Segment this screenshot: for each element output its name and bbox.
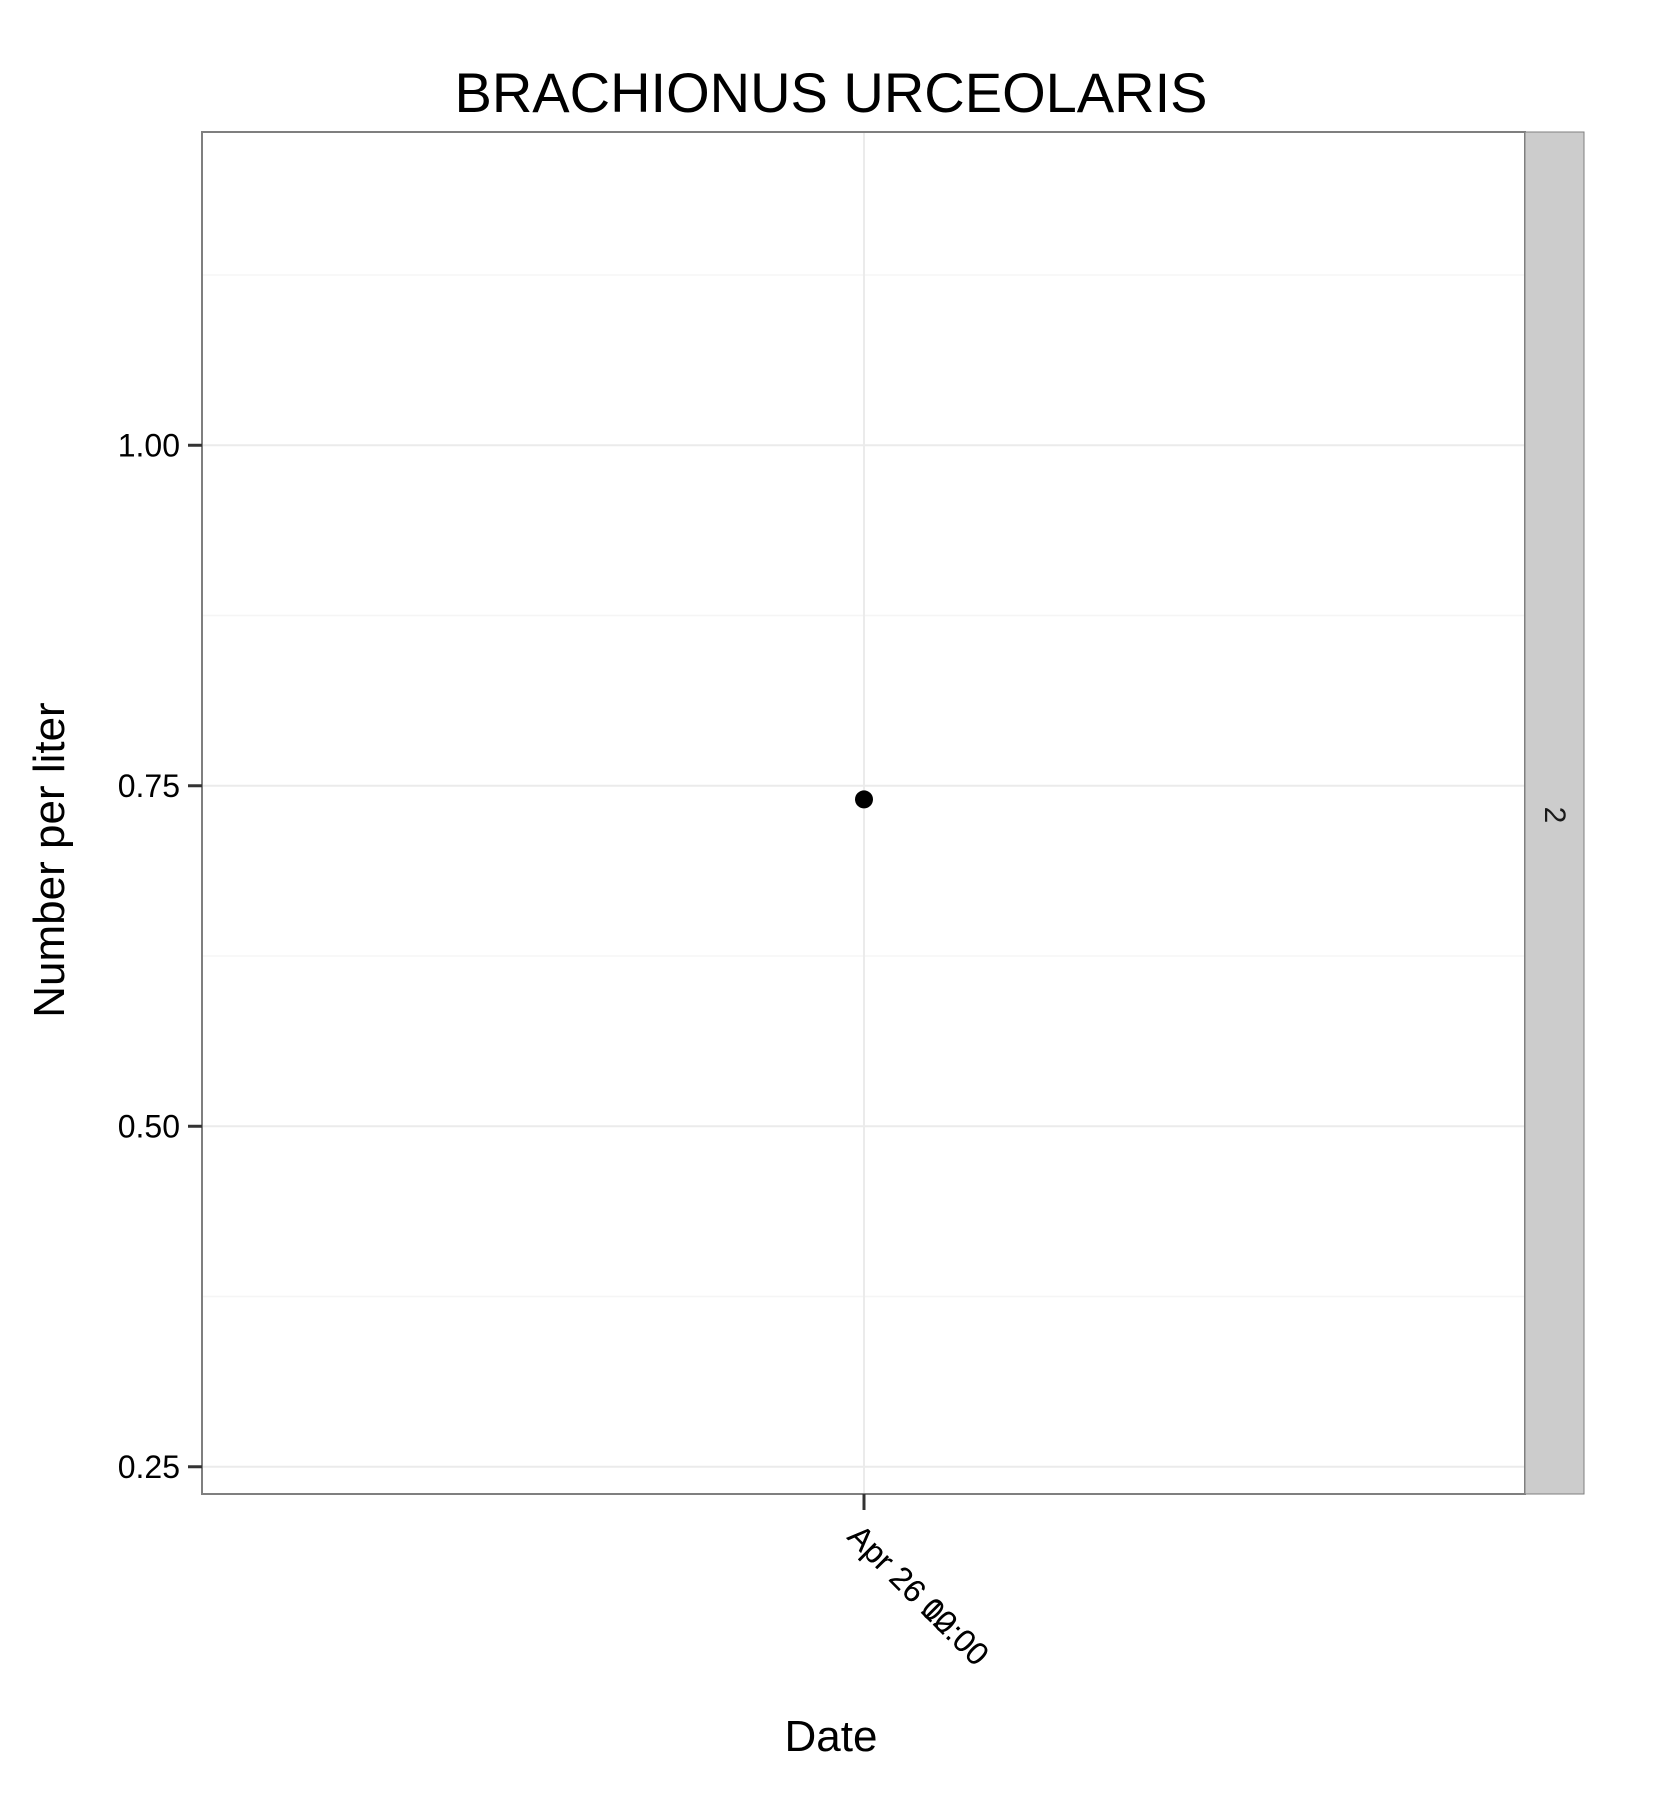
y-tick-label: 1.00 <box>118 427 180 463</box>
y-tick-label: 0.25 <box>118 1449 180 1485</box>
chart-title: BRACHIONUS URCEOLARIS <box>454 61 1208 124</box>
gridlines <box>202 132 1525 1494</box>
x-tick-label: Apr 26 12:00 <box>841 1517 996 1672</box>
y-tick-label: 0.50 <box>118 1108 180 1144</box>
y-axis-title: Number per liter <box>25 702 74 1018</box>
facet-strip <box>1524 131 1585 1495</box>
x-axis-title: Date <box>784 1712 878 1761</box>
data-points <box>855 790 873 809</box>
data-point <box>855 790 873 809</box>
y-axis: 0.25 0.50 0.75 1.00 <box>118 427 202 1485</box>
facet-strip-label: 2 <box>1538 807 1571 824</box>
y-tick-label: 0.75 <box>118 768 180 804</box>
